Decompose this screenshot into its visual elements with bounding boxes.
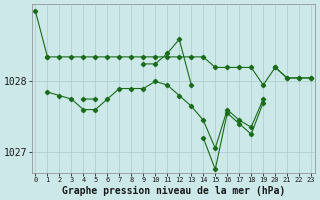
X-axis label: Graphe pression niveau de la mer (hPa): Graphe pression niveau de la mer (hPa) [62,186,285,196]
